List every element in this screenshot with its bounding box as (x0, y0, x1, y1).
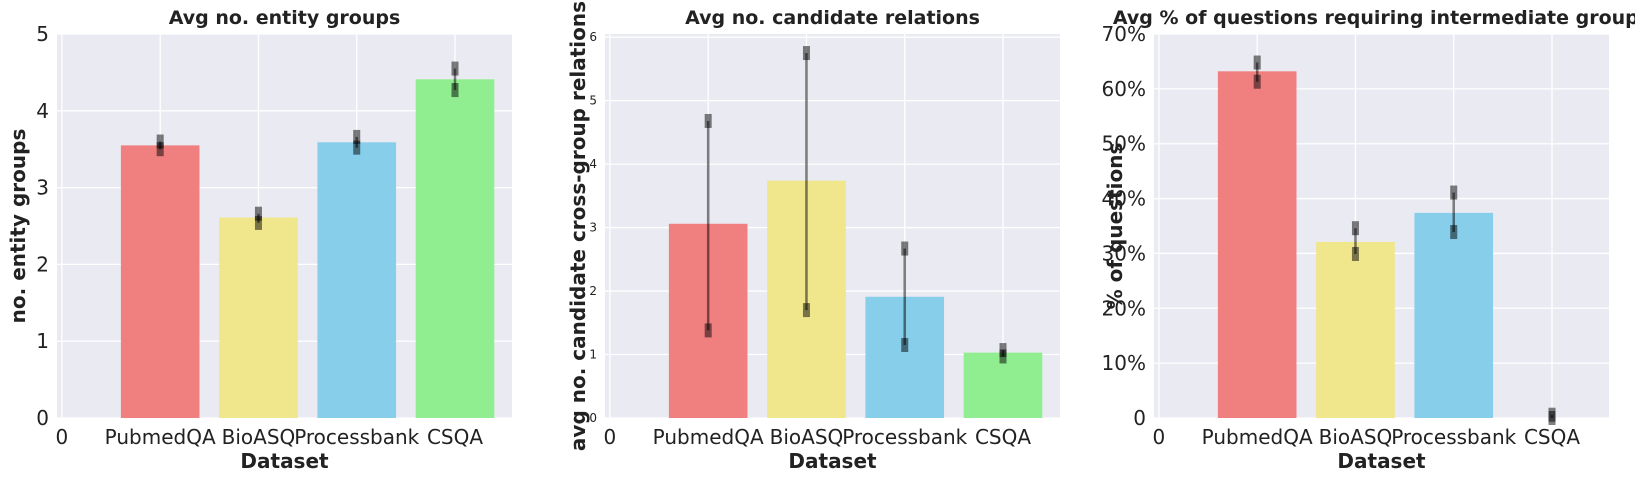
x-tick-label-pubmedqa: PubmedQA (1202, 425, 1313, 449)
error-cap (1450, 185, 1458, 200)
y-tick-label: 4 (36, 99, 49, 123)
y-tick-label: 40% (1102, 187, 1146, 211)
error-cap (1351, 246, 1359, 261)
error-cap (802, 303, 810, 318)
x-tick-label-processbank: Processbank (1391, 425, 1516, 449)
chart-title: Avg no. entity groups (169, 7, 401, 29)
x-tick-label-processbank: Processbank (842, 425, 967, 449)
bar-bioasq (219, 217, 298, 418)
y-tick-label: 0 (1133, 406, 1146, 430)
error-cap (1351, 221, 1359, 236)
error-cap (1548, 407, 1556, 422)
bar-csqa (963, 352, 1043, 418)
error-cap (704, 113, 712, 128)
y-tick-label: 3 (36, 176, 49, 200)
chart-title: Avg % of questions requiring intermediat… (1113, 7, 1635, 29)
y-tick-label: 0 (36, 406, 49, 430)
x-tick-label: 0 (604, 425, 617, 449)
y-tick-label: 2 (589, 284, 597, 298)
y-tick-label: 5 (589, 94, 597, 108)
error-cap (901, 338, 909, 353)
x-tick-label-processbank: Processbank (294, 425, 419, 449)
y-tick-label: 20% (1102, 296, 1146, 320)
error-cap (156, 134, 164, 149)
y-tick-label: 10% (1102, 351, 1146, 375)
y-tick-label: 30% (1102, 241, 1146, 265)
error-cap (254, 215, 262, 230)
y-axis-label: % of questions (1103, 143, 1127, 310)
y-tick-label: 4 (589, 157, 597, 171)
error-cap (1450, 225, 1458, 240)
y-tick-label: 1 (36, 329, 49, 353)
chart-panel-3: 0 10% 20% 30% 40% 50% 60% 70% 0 PubmedQA BioASQPro… (1102, 7, 1635, 473)
y-tick-label: 3 (589, 221, 597, 235)
error-cap (451, 83, 459, 98)
y-axis-label: avg no. candidate cross-group relations (566, 1, 590, 451)
x-tick-label-pubmedqa: PubmedQA (105, 425, 216, 449)
x-tick-label-pubmedqa: PubmedQA (653, 425, 764, 449)
error-cap (1253, 55, 1261, 70)
bar-bioasq (1316, 241, 1395, 418)
x-tick-label-csqa: CSQA (975, 425, 1031, 449)
error-cap (999, 343, 1007, 358)
error-cap (802, 46, 810, 61)
y-tick-label: 60% (1102, 77, 1146, 101)
y-tick-label: 0 (589, 411, 597, 425)
bar-csqa (415, 79, 495, 418)
error-cap (704, 323, 712, 338)
y-tick-label: 1 (589, 348, 597, 362)
bar-processbank (317, 142, 397, 418)
x-axis-label: Dataset (240, 449, 329, 473)
x-tick-label-bioasq: BioASQ (222, 425, 296, 449)
error-cap (353, 140, 361, 155)
error-cap (254, 206, 262, 221)
x-tick-label: 0 (56, 425, 69, 449)
y-tick-label: 50% (1102, 132, 1146, 156)
bar-pubmedqa (1217, 71, 1297, 418)
error-cap (451, 61, 459, 76)
error-cap (901, 241, 909, 256)
x-tick-label-bioasq: BioASQ (1319, 425, 1393, 449)
y-tick-label: 5 (36, 22, 49, 46)
y-tick-label: 2 (36, 252, 49, 276)
error-cap (156, 142, 164, 157)
x-axis-label: Dataset (788, 449, 877, 473)
bar-pubmedqa (120, 145, 200, 419)
error-cap (1253, 74, 1261, 89)
y-tick-label: 6 (589, 30, 597, 44)
y-axis-label: no. entity groups (6, 129, 30, 324)
x-tick-label-csqa: CSQA (427, 425, 483, 449)
chart-title: Avg no. candidate relations (685, 7, 980, 29)
error-cap (353, 129, 361, 144)
x-tick-label-bioasq: BioASQ (770, 425, 844, 449)
x-axis-label: Dataset (1337, 449, 1426, 473)
x-tick-label: 0 (1153, 425, 1166, 449)
x-tick-label-csqa: CSQA (1524, 425, 1580, 449)
bar-processbank (1414, 212, 1494, 418)
y-tick-label: 70% (1102, 22, 1146, 46)
